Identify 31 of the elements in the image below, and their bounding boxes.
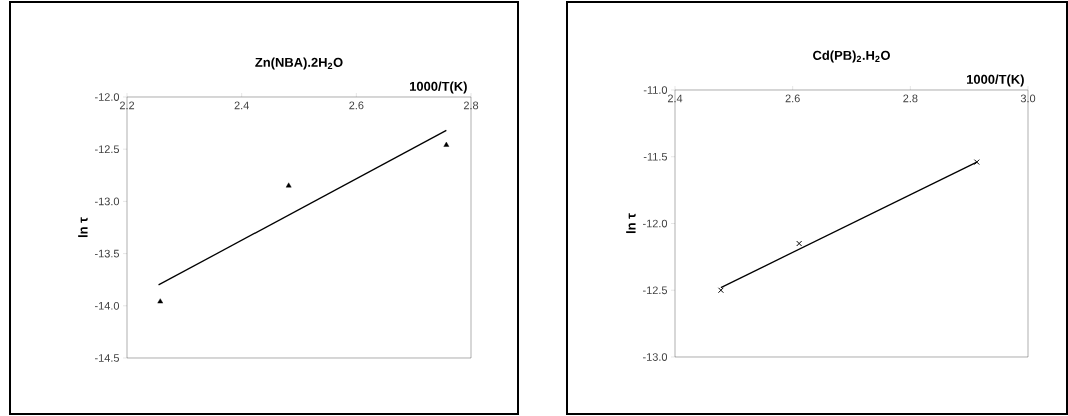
x-tick-label: 2.6 [349, 101, 364, 110]
point [443, 141, 450, 147]
x-axis-title: 1000/T(K) [967, 74, 1024, 87]
y-tick-label: -12.0 [643, 219, 668, 228]
y-tick-label: -13.0 [643, 353, 668, 361]
y-tick-label: -12.5 [94, 145, 120, 154]
chart-title: Zn(NBA).2H$_{2}$O [255, 57, 343, 70]
y-tick-label: -13.0 [94, 197, 120, 206]
y-tick-label: -12.0 [94, 93, 120, 101]
point [973, 159, 980, 166]
x-tick-label: 2.4 [667, 94, 683, 103]
x-tick-label: 2.2 [119, 101, 135, 110]
x-tick-label: 2.6 [785, 94, 800, 103]
x-tick-label: 2.8 [463, 101, 479, 110]
y-axis-title: ln τ [78, 217, 88, 238]
point [285, 182, 292, 188]
x-tick-label: 3.0 [1020, 94, 1036, 103]
y-tick-label: -11.0 [643, 86, 668, 94]
y-tick-label: -11.5 [643, 152, 668, 161]
x-tick-label: 2.8 [903, 94, 918, 103]
chart-title: Cd(PB)$_{2}$.H$_{2}$O [813, 50, 890, 63]
y-tick-label: -12.5 [643, 286, 668, 295]
y-axis-title: ln τ [626, 213, 636, 234]
y-tick-label: -14.0 [94, 301, 120, 310]
point [717, 287, 724, 294]
point [157, 298, 164, 304]
y-tick-label: -13.5 [94, 249, 120, 258]
x-tick-label: 2.4 [234, 101, 249, 110]
y-tick-label: -14.5 [94, 354, 120, 362]
point [796, 240, 803, 247]
x-axis-title: 1000/T(K) [409, 81, 467, 94]
